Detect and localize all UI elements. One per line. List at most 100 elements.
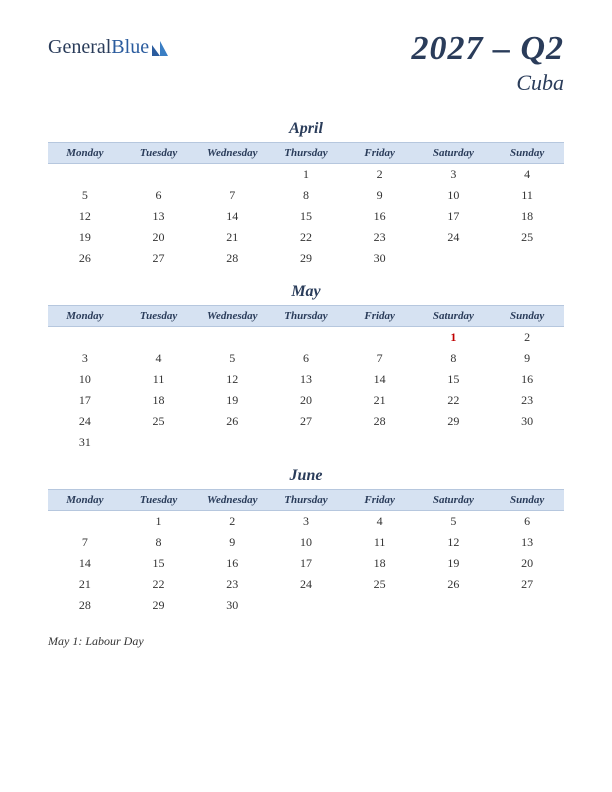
day-cell: 4 — [343, 511, 417, 533]
day-cell: 26 — [48, 248, 122, 269]
header: GeneralBlue 2027 – Q2 Cuba — [48, 30, 564, 96]
table-row: 14151617181920 — [48, 553, 564, 574]
month-block: MayMondayTuesdayWednesdayThursdayFridayS… — [48, 283, 564, 453]
table-row: 2627282930 — [48, 248, 564, 269]
day-header: Saturday — [417, 490, 491, 511]
day-cell: 29 — [122, 595, 196, 616]
table-row: 24252627282930 — [48, 411, 564, 432]
day-cell: 31 — [48, 432, 122, 453]
day-header: Friday — [343, 306, 417, 327]
month-name: April — [48, 120, 564, 138]
day-cell — [343, 432, 417, 453]
day-cell: 21 — [195, 227, 269, 248]
day-cell: 25 — [122, 411, 196, 432]
day-cell: 16 — [343, 206, 417, 227]
day-cell — [343, 327, 417, 349]
calendar-table: MondayTuesdayWednesdayThursdayFridaySatu… — [48, 305, 564, 453]
day-cell: 16 — [195, 553, 269, 574]
day-cell — [195, 164, 269, 186]
day-cell — [48, 164, 122, 186]
day-cell: 9 — [490, 348, 564, 369]
day-cell — [195, 432, 269, 453]
day-header: Tuesday — [122, 306, 196, 327]
day-cell: 7 — [343, 348, 417, 369]
day-cell: 27 — [269, 411, 343, 432]
day-header: Thursday — [269, 490, 343, 511]
day-cell: 6 — [122, 185, 196, 206]
day-cell: 29 — [269, 248, 343, 269]
day-cell: 9 — [195, 532, 269, 553]
day-cell: 3 — [269, 511, 343, 533]
day-cell: 17 — [48, 390, 122, 411]
day-cell: 13 — [122, 206, 196, 227]
day-cell: 19 — [417, 553, 491, 574]
day-cell: 19 — [48, 227, 122, 248]
day-header: Saturday — [417, 306, 491, 327]
day-header: Sunday — [490, 143, 564, 164]
title-block: 2027 – Q2 Cuba — [411, 30, 564, 96]
day-cell — [48, 327, 122, 349]
day-cell — [195, 327, 269, 349]
day-cell: 25 — [490, 227, 564, 248]
day-header: Thursday — [269, 143, 343, 164]
month-block: AprilMondayTuesdayWednesdayThursdayFrida… — [48, 120, 564, 269]
day-cell: 13 — [269, 369, 343, 390]
day-cell — [343, 595, 417, 616]
day-cell: 30 — [490, 411, 564, 432]
table-row: 282930 — [48, 595, 564, 616]
day-cell — [122, 432, 196, 453]
day-header: Wednesday — [195, 306, 269, 327]
day-header: Monday — [48, 143, 122, 164]
day-header: Wednesday — [195, 143, 269, 164]
day-cell: 10 — [417, 185, 491, 206]
day-cell: 5 — [48, 185, 122, 206]
day-header: Monday — [48, 490, 122, 511]
day-cell — [490, 595, 564, 616]
day-cell: 30 — [195, 595, 269, 616]
day-cell: 24 — [269, 574, 343, 595]
day-cell: 23 — [343, 227, 417, 248]
day-header: Sunday — [490, 306, 564, 327]
day-cell: 23 — [490, 390, 564, 411]
day-cell: 28 — [195, 248, 269, 269]
day-header: Saturday — [417, 143, 491, 164]
day-cell: 14 — [48, 553, 122, 574]
day-cell: 4 — [122, 348, 196, 369]
day-cell: 18 — [490, 206, 564, 227]
day-cell: 25 — [343, 574, 417, 595]
day-cell — [122, 164, 196, 186]
day-cell: 15 — [417, 369, 491, 390]
day-cell: 6 — [490, 511, 564, 533]
month-block: JuneMondayTuesdayWednesdayThursdayFriday… — [48, 467, 564, 616]
day-cell: 17 — [417, 206, 491, 227]
day-header: Tuesday — [122, 490, 196, 511]
day-cell: 11 — [490, 185, 564, 206]
day-cell: 21 — [343, 390, 417, 411]
table-row: 1234 — [48, 164, 564, 186]
quarter-title: 2027 – Q2 — [411, 30, 564, 68]
day-cell: 15 — [122, 553, 196, 574]
day-cell: 22 — [417, 390, 491, 411]
table-row: 3456789 — [48, 348, 564, 369]
day-cell — [417, 432, 491, 453]
day-cell: 1 — [122, 511, 196, 533]
day-cell: 12 — [195, 369, 269, 390]
day-cell: 12 — [417, 532, 491, 553]
table-row: 123456 — [48, 511, 564, 533]
day-cell: 6 — [269, 348, 343, 369]
day-cell: 22 — [269, 227, 343, 248]
day-cell — [490, 432, 564, 453]
day-cell: 7 — [48, 532, 122, 553]
day-cell: 12 — [48, 206, 122, 227]
day-cell: 13 — [490, 532, 564, 553]
day-cell: 1 — [417, 327, 491, 349]
table-row: 567891011 — [48, 185, 564, 206]
day-cell: 9 — [343, 185, 417, 206]
table-row: 12131415161718 — [48, 206, 564, 227]
day-cell: 2 — [195, 511, 269, 533]
day-cell — [490, 248, 564, 269]
logo-text-2: Blue — [111, 36, 149, 59]
month-name: June — [48, 467, 564, 485]
day-cell: 23 — [195, 574, 269, 595]
day-cell: 28 — [48, 595, 122, 616]
